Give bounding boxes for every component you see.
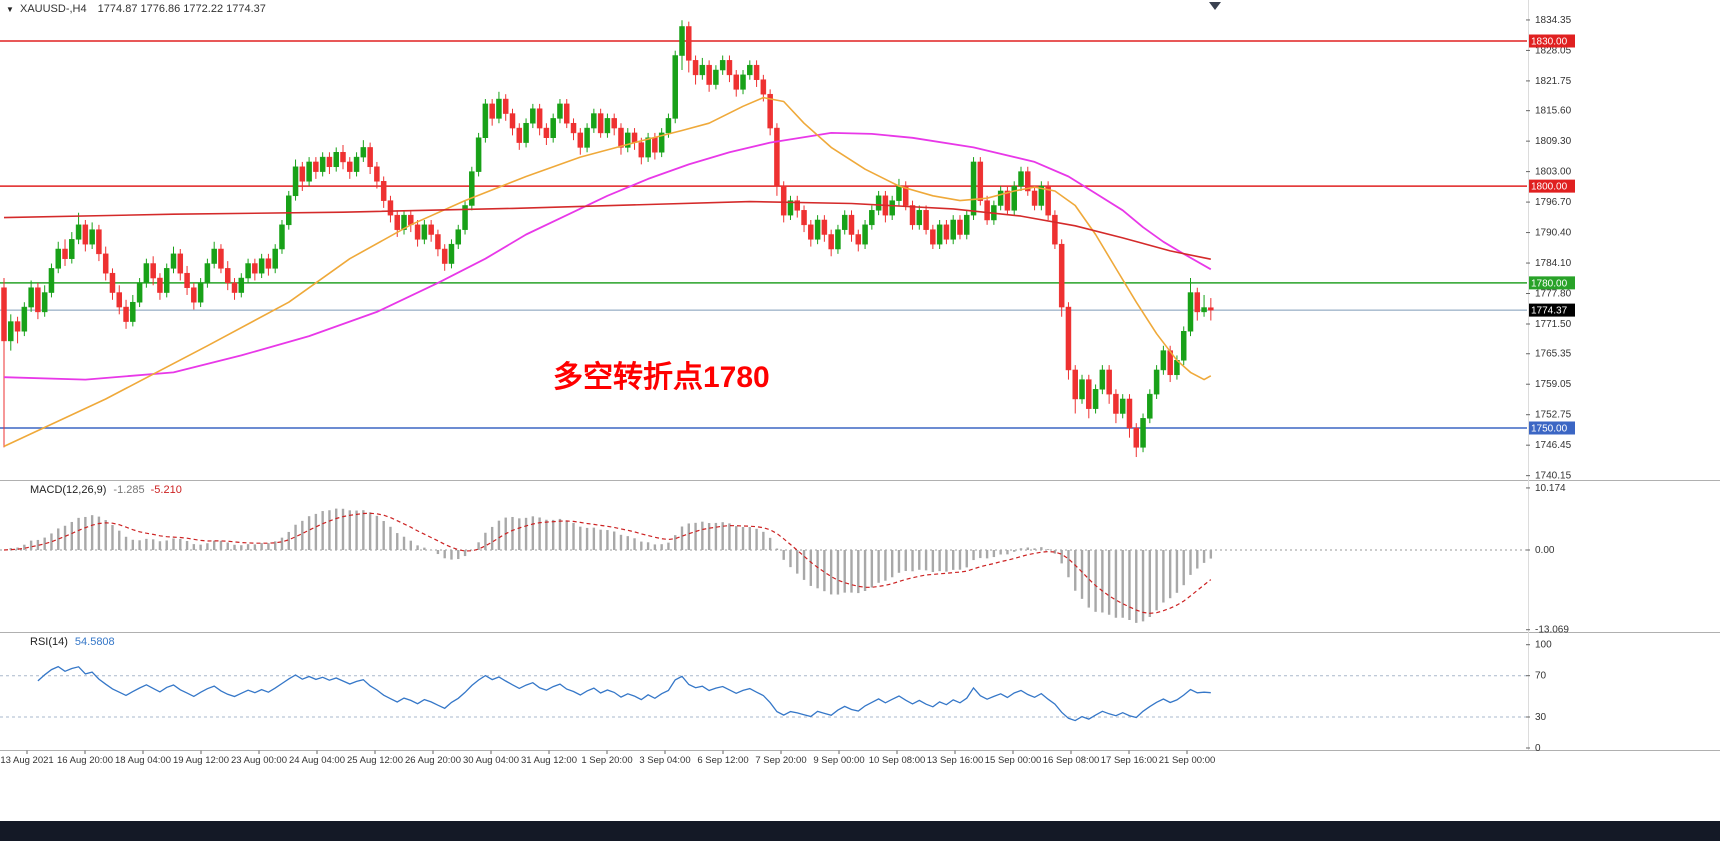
svg-text:23 Aug 00:00: 23 Aug 00:00 <box>231 755 287 766</box>
svg-text:25 Aug 12:00: 25 Aug 12:00 <box>347 755 403 766</box>
svg-text:9 Sep 00:00: 9 Sep 00:00 <box>813 755 864 766</box>
svg-text:-13.069: -13.069 <box>1535 625 1569 636</box>
svg-text:7 Sep 20:00: 7 Sep 20:00 <box>755 755 806 766</box>
svg-text:19 Aug 12:00: 19 Aug 12:00 <box>173 755 229 766</box>
chart-ohlc-values: 1774.87 1776.86 1772.22 1774.37 <box>97 3 266 15</box>
svg-text:1800.00: 1800.00 <box>1531 182 1568 193</box>
svg-text:1796.70: 1796.70 <box>1535 197 1572 208</box>
svg-text:1828.05: 1828.05 <box>1535 45 1572 56</box>
price-scale[interactable]: 1834.35 1828.05 1821.75 1815.60 1809.30 1803.… <box>1526 15 1575 482</box>
price-level-badge: 1774.37 <box>1529 303 1575 317</box>
svg-text:30 Aug 04:00: 30 Aug 04:00 <box>463 755 519 766</box>
svg-text:1752.75: 1752.75 <box>1535 410 1572 421</box>
svg-text:1830.00: 1830.00 <box>1531 37 1568 48</box>
svg-text:0.00: 0.00 <box>1535 545 1555 556</box>
svg-text:100: 100 <box>1535 640 1552 651</box>
svg-text:15 Sep 00:00: 15 Sep 00:00 <box>985 755 1042 766</box>
macd-signal-value: -5.210 <box>150 484 182 496</box>
horizontal-level-lines[interactable] <box>0 40 1527 429</box>
svg-text:1780.00: 1780.00 <box>1531 278 1568 289</box>
svg-text:24 Aug 04:00: 24 Aug 04:00 <box>289 755 345 766</box>
svg-text:30: 30 <box>1535 712 1547 723</box>
price-level-badge: 1830.00 <box>1529 34 1575 48</box>
svg-text:21 Sep 00:00: 21 Sep 00:00 <box>1159 755 1216 766</box>
svg-text:13 Aug 2021: 13 Aug 2021 <box>0 755 53 766</box>
svg-text:3 Sep 04:00: 3 Sep 04:00 <box>639 755 690 766</box>
price-level-badge: 1750.00 <box>1529 421 1575 435</box>
chart-annotation-text: 多空转折点1780 <box>553 361 770 394</box>
chart-title: ▼ XAUUSD-,H4 1774.87 1776.86 1772.22 177… <box>6 3 266 15</box>
svg-text:1784.10: 1784.10 <box>1535 258 1572 269</box>
rsi-indicator-label: RSI(14) 54.5808 <box>30 636 115 648</box>
svg-text:16 Sep 08:00: 16 Sep 08:00 <box>1043 755 1100 766</box>
chart-shift-marker-icon[interactable] <box>1209 2 1221 10</box>
svg-text:1774.37: 1774.37 <box>1531 306 1568 317</box>
svg-text:1765.35: 1765.35 <box>1535 349 1572 360</box>
svg-text:18 Aug 04:00: 18 Aug 04:00 <box>115 755 171 766</box>
macd-histogram <box>9 508 1213 623</box>
svg-text:16 Aug 20:00: 16 Aug 20:00 <box>57 755 113 766</box>
svg-text:1750.00: 1750.00 <box>1531 424 1568 435</box>
svg-text:1803.00: 1803.00 <box>1535 167 1572 178</box>
svg-text:1815.60: 1815.60 <box>1535 106 1572 117</box>
macd-main-value: -1.285 <box>113 484 145 496</box>
svg-text:1821.75: 1821.75 <box>1535 76 1572 87</box>
svg-text:1834.35: 1834.35 <box>1535 15 1572 26</box>
macd-indicator-label: MACD(12,26,9) -1.285 -5.210 <box>30 484 182 496</box>
macd-scale[interactable]: 10.174 0.00 -13.069 <box>1526 483 1569 636</box>
ma-fast-orange-line <box>3 96 1212 448</box>
svg-text:1777.80: 1777.80 <box>1535 289 1572 300</box>
svg-text:10 Sep 08:00: 10 Sep 08:00 <box>869 755 926 766</box>
taskbar[interactable] <box>0 821 1720 841</box>
candles-layer <box>1 20 1214 458</box>
rsi-line <box>37 665 1211 722</box>
svg-text:1740.15: 1740.15 <box>1535 471 1572 482</box>
chart-symbol-timeframe: XAUUSD-,H4 <box>19 3 87 15</box>
svg-text:6 Sep 12:00: 6 Sep 12:00 <box>697 755 748 766</box>
price-level-badge: 1800.00 <box>1529 179 1575 193</box>
svg-text:17 Sep 16:00: 17 Sep 16:00 <box>1101 755 1158 766</box>
svg-text:10.174: 10.174 <box>1535 483 1566 494</box>
macd-signal-line <box>3 512 1212 614</box>
rsi-scale[interactable]: 100 70 30 0 <box>1526 640 1552 754</box>
svg-text:1746.45: 1746.45 <box>1535 440 1572 451</box>
macd-name: MACD(12,26,9) <box>30 484 107 496</box>
ma-slow-red-line <box>3 200 1211 260</box>
ma-mid-magenta-line <box>3 131 1212 381</box>
time-axis[interactable]: 13 Aug 2021 16 Aug 20:00 18 Aug 04:00 19 Au… <box>0 750 1216 767</box>
svg-text:1809.30: 1809.30 <box>1535 136 1572 147</box>
svg-text:1771.50: 1771.50 <box>1535 319 1572 330</box>
svg-text:0: 0 <box>1535 743 1541 754</box>
svg-text:1 Sep 20:00: 1 Sep 20:00 <box>581 755 632 766</box>
svg-text:13 Sep 16:00: 13 Sep 16:00 <box>927 755 984 766</box>
svg-text:26 Aug 20:00: 26 Aug 20:00 <box>405 755 461 766</box>
svg-text:70: 70 <box>1535 671 1547 682</box>
title-marker-icon[interactable]: ▼ <box>6 5 14 14</box>
rsi-value: 54.5808 <box>74 636 115 648</box>
svg-text:1790.40: 1790.40 <box>1535 228 1572 239</box>
svg-text:31 Aug 12:00: 31 Aug 12:00 <box>521 755 577 766</box>
rsi-name: RSI(14) <box>30 636 68 648</box>
price-level-badge: 1780.00 <box>1529 276 1575 290</box>
svg-text:1759.05: 1759.05 <box>1535 379 1572 390</box>
